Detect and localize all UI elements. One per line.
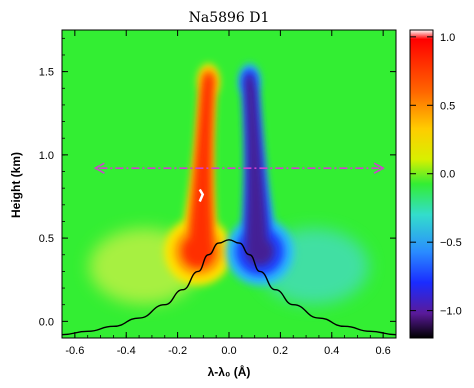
x-tick-label: -0.4 [117,345,136,357]
field-layer [62,30,396,338]
y-tick-label: 1.5 [39,67,54,79]
x-axis: -0.6 -0.4 -0.2 0.0 0.2 0.4 0.6 [65,30,391,357]
colorbar-tick-label: 0.5 [440,100,455,112]
y-tick-label: 0.5 [39,233,54,245]
colorbar-tick-label: −0.5 [440,237,462,249]
positive-lobe-top [203,72,214,91]
x-tick-label: 0.0 [221,345,236,357]
negative-lobe-top [244,74,255,90]
colorbar-tick-label: 0.0 [440,169,455,181]
colorbar-ticks: 1.0 0.5 0.0 −0.5 −1.0 [410,32,462,318]
negative-lobe-stem [244,84,269,252]
plot-area [61,29,397,339]
x-tick-label: -0.2 [168,345,187,357]
x-tick-label: 0.4 [324,345,339,357]
x-tick-label: -0.6 [65,345,84,357]
white-marker [198,188,205,202]
annotation-arrow-head-left [93,162,105,174]
y-axis: 0.0 0.5 1.0 1.5 [39,37,396,328]
y-axis-label: Height (km) [9,152,23,218]
colorbar-tick-label: −1.0 [440,306,462,318]
colorbar-gradient [409,29,434,339]
colorbar: 1.0 0.5 0.0 −0.5 −1.0 [409,29,462,339]
y-tick-label: 1.0 [39,150,54,162]
x-tick-label: 0.2 [273,345,288,357]
y-tick-label: 0.0 [39,316,54,328]
line-profile-curve [62,239,396,336]
chart-title: Na5896 D1 [189,10,270,26]
x-tick-label: 0.6 [376,345,391,357]
colorbar-tick-label: 1.0 [440,32,455,44]
annotation-arrow-head-right [373,162,385,174]
x-axis-label: λ-λ₀ (Å) [208,364,251,379]
